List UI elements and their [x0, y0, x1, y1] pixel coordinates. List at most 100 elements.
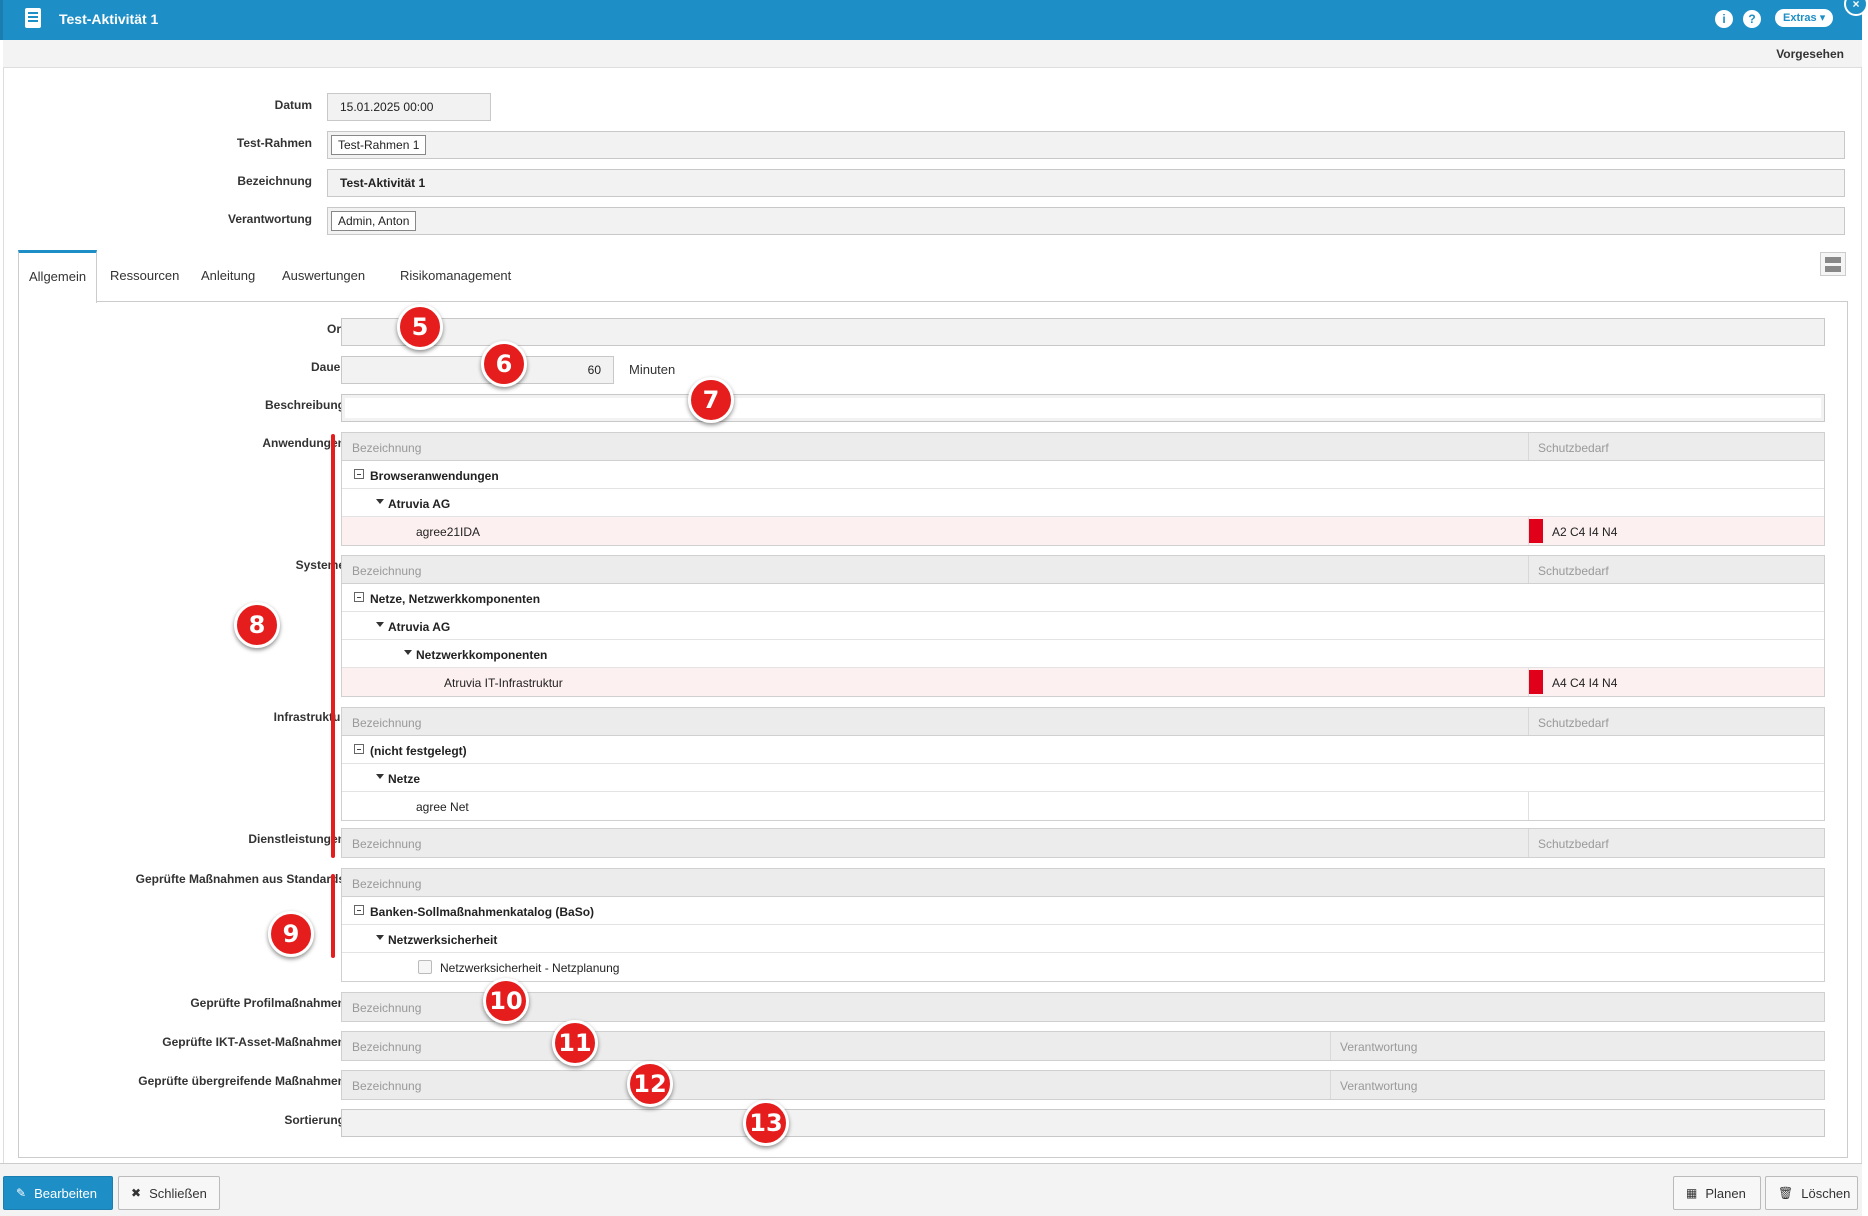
col-bezeichnung-header[interactable]: Bezeichnung	[352, 564, 422, 578]
col-schutzbedarf-header[interactable]: Schutzbedarf	[1538, 716, 1609, 730]
uebergreifend-label: Geprüfte übergreifende Maßnahmen	[138, 1074, 345, 1088]
grid-group-row[interactable]: Banken-Sollmaßnahmenkatalog (BaSo)	[342, 897, 1824, 925]
grid-subgroup-row[interactable]: Netzwerksicherheit	[342, 925, 1824, 953]
marker-13: 13	[743, 1100, 789, 1146]
tab-auswertungen[interactable]: Auswertungen	[282, 268, 366, 283]
massnahmen-standards-label: Geprüfte Maßnahmen aus Standards	[135, 872, 345, 886]
marker-11: 11	[552, 1020, 598, 1066]
caret-down-icon[interactable]	[376, 935, 384, 940]
grid-subgroup-row[interactable]: Atruvia AG	[342, 489, 1824, 517]
planen-button[interactable]: ▦ Planen	[1673, 1176, 1761, 1210]
bearbeiten-label: Bearbeiten	[34, 1185, 97, 1201]
info-icon[interactable]: i	[1715, 10, 1733, 28]
dialog-frame	[3, 68, 1862, 1163]
bearbeiten-button[interactable]: ✎ Bearbeiten	[3, 1176, 113, 1210]
tab-allgemein[interactable]: Allgemein	[18, 250, 98, 303]
tab-risikomanagement[interactable]: Risikomanagement	[400, 268, 512, 283]
row-schutzbedarf: A2 C4 I4 N4	[1552, 525, 1618, 539]
trash-icon: 🗑	[1778, 1186, 1794, 1200]
extras-dropdown-button[interactable]: Extras ▾	[1775, 9, 1834, 27]
marker-9: 9	[268, 911, 314, 957]
row-bezeichnung: agree Net	[416, 800, 469, 814]
bezeichnung-value: Test-Aktivität 1	[340, 176, 426, 190]
col-bezeichnung-header[interactable]: Bezeichnung	[352, 441, 422, 455]
massnahmen-standards-grid: Bezeichnung Banken-Sollmaßnahmenkatalog …	[341, 868, 1825, 982]
layout-toggle-icon[interactable]	[1820, 252, 1846, 276]
col-schutzbedarf-header[interactable]: Schutzbedarf	[1538, 837, 1609, 851]
tab-anleitung[interactable]: Anleitung	[201, 268, 256, 283]
col-bezeichnung-header[interactable]: Bezeichnung	[352, 1079, 422, 1093]
table-row[interactable]: agree Net	[342, 792, 1824, 820]
col-bezeichnung-header[interactable]: Bezeichnung	[352, 1001, 422, 1015]
grid-group-row[interactable]: Netze, Netzwerkkomponenten	[342, 584, 1824, 612]
col-schutzbedarf-header[interactable]: Schutzbedarf	[1538, 564, 1609, 578]
beschreibung-field[interactable]	[341, 394, 1825, 422]
test-rahmen-chip[interactable]: Test-Rahmen 1	[331, 135, 427, 155]
grid-subgroup-row[interactable]: Netze	[342, 764, 1824, 792]
grid-subgroup-row[interactable]: Atruvia AG	[342, 612, 1824, 640]
collapse-icon[interactable]	[354, 744, 364, 754]
schutzbedarf-color-icon	[1529, 670, 1543, 694]
verantwortung-label: Verantwortung	[227, 212, 312, 226]
caret-down-icon[interactable]	[376, 622, 384, 627]
annotation-line-9	[331, 874, 335, 958]
schliessen-button[interactable]: ✖ Schließen	[118, 1176, 220, 1210]
dialog-footer: ✎ Bearbeiten ✖ Schließen ▦ Planen 🗑 Lösc…	[0, 1163, 1862, 1216]
table-row[interactable]: agree21IDA A2 C4 I4 N4	[342, 517, 1824, 545]
marker-10: 10	[483, 978, 529, 1024]
group-label: Browseranwendungen	[370, 469, 499, 483]
table-row[interactable]: Netzwerksicherheit - Netzplanung	[342, 953, 1824, 981]
ort-field[interactable]	[341, 318, 1825, 346]
loeschen-button[interactable]: 🗑 Löschen	[1765, 1176, 1858, 1210]
ort-label: Ort	[327, 322, 345, 336]
col-verantwortung-header[interactable]: Verantwortung	[1340, 1079, 1418, 1093]
col-bezeichnung-header[interactable]: Bezeichnung	[352, 877, 422, 891]
col-verantwortung-header[interactable]: Verantwortung	[1340, 1040, 1418, 1054]
dauer-value: 60	[587, 363, 601, 377]
caret-down-icon[interactable]	[404, 650, 412, 655]
col-schutzbedarf-header[interactable]: Schutzbedarf	[1538, 441, 1609, 455]
marker-12: 12	[627, 1061, 673, 1107]
marker-6: 6	[481, 341, 527, 387]
schutzbedarf-color-icon	[1529, 519, 1543, 543]
test-rahmen-label: Test-Rahmen	[236, 136, 312, 150]
edit-icon: ✎	[16, 1186, 27, 1200]
collapse-icon[interactable]	[354, 905, 364, 915]
caret-down-icon[interactable]	[376, 499, 384, 504]
subgroup-label: Netzwerkkomponenten	[416, 648, 548, 662]
row-bezeichnung: Atruvia IT-Infrastruktur	[444, 676, 563, 690]
tab-bar: Allgemein Ressourcen Anleitung Auswertun…	[18, 250, 1848, 303]
verantwortung-chip[interactable]: Admin, Anton	[331, 211, 417, 231]
marker-7: 7	[688, 377, 734, 423]
help-icon[interactable]: ?	[1743, 10, 1761, 28]
row-bezeichnung: Netzwerksicherheit - Netzplanung	[440, 961, 620, 975]
col-bezeichnung-header[interactable]: Bezeichnung	[352, 716, 422, 730]
profilmassnahmen-grid-header: Bezeichnung	[342, 993, 1824, 1021]
grid-group-row[interactable]: Browseranwendungen	[342, 461, 1824, 489]
calendar-icon: ▦	[1686, 1186, 1698, 1200]
bezeichnung-field[interactable]: Test-Aktivität 1	[327, 169, 1845, 197]
grid-group-row[interactable]: (nicht festgelegt)	[342, 736, 1824, 764]
infrastruktur-label: Infrastruktur	[273, 710, 345, 724]
col-bezeichnung-header[interactable]: Bezeichnung	[352, 837, 422, 851]
datum-field[interactable]: 15.01.2025 00:00	[327, 93, 491, 121]
sortierung-field[interactable]	[341, 1109, 1825, 1137]
anwendungen-label: Anwendungen	[262, 436, 345, 450]
dauer-field[interactable]: 60	[341, 356, 614, 384]
tab-ressourcen[interactable]: Ressourcen	[110, 268, 180, 283]
caret-down-icon[interactable]	[376, 774, 384, 779]
close-icon[interactable]: ×	[1844, 0, 1868, 16]
collapse-icon[interactable]	[354, 469, 364, 479]
table-row[interactable]: Atruvia IT-Infrastruktur A4 C4 I4 N4	[342, 668, 1824, 696]
marker-8: 8	[234, 602, 280, 648]
test-rahmen-field[interactable]: Test-Rahmen 1	[327, 131, 1845, 159]
document-icon	[25, 8, 41, 28]
schliessen-label: Schließen	[149, 1185, 207, 1201]
verantwortung-field[interactable]: Admin, Anton	[327, 207, 1845, 235]
massnahmen-standards-grid-header: Bezeichnung	[342, 869, 1824, 897]
collapse-icon[interactable]	[354, 592, 364, 602]
dauer-label: Dauer	[310, 360, 345, 374]
grid-subgroup-row[interactable]: Netzwerkkomponenten	[342, 640, 1824, 668]
col-bezeichnung-header[interactable]: Bezeichnung	[352, 1040, 422, 1054]
row-checkbox[interactable]	[418, 960, 432, 974]
